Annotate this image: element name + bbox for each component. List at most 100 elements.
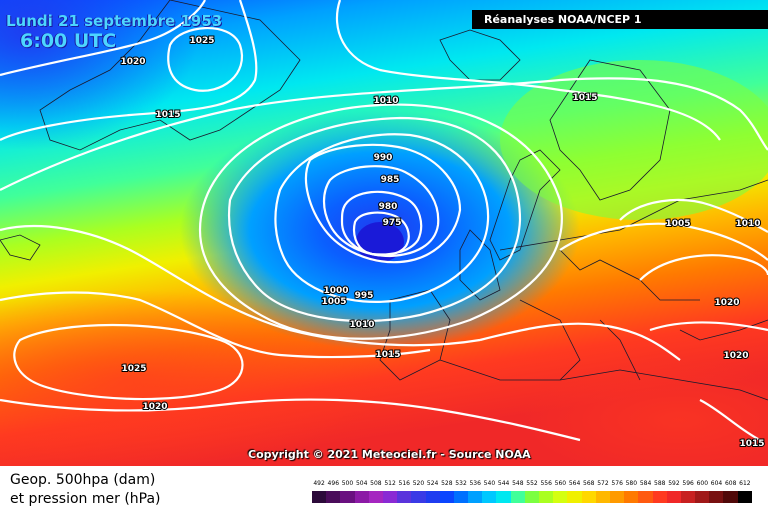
colorbar-tick-label: 500 <box>341 480 354 487</box>
isobar-label: 1000 <box>323 286 348 296</box>
colorbar-tick-label: 564 <box>568 480 581 487</box>
colorbar-tick-label: 608 <box>724 480 737 487</box>
isobar-label: 1020 <box>723 351 748 361</box>
isobar-label: 1015 <box>572 93 597 103</box>
colorbar-cell <box>652 491 667 503</box>
colorbar-cell <box>666 491 681 503</box>
isobar-label: 1015 <box>739 439 764 449</box>
legend-geopotential-label: Geop. 500hpa (dam) <box>10 472 156 488</box>
colorbar-tick-label: 588 <box>654 480 666 487</box>
colorbar-tick-label: 520 <box>412 480 425 487</box>
colorbar-cell <box>382 491 398 503</box>
isobar-label: 990 <box>374 153 393 163</box>
isobar-label: 985 <box>381 175 400 185</box>
colorbar-tick-label: 584 <box>639 480 652 487</box>
colorbar-cell <box>397 491 412 503</box>
colorbar-tick-label: 612 <box>739 480 751 487</box>
isobar-label: 1020 <box>120 57 145 67</box>
colorbar-cell <box>326 491 341 503</box>
colorbar-tick-label: 572 <box>597 480 609 487</box>
isobar-labels: 1025 1020 1015 1010 1015 990 985 980 975 1005 1010… <box>119 35 765 450</box>
colorbar-tick-label: 536 <box>469 480 481 487</box>
colorbar-tick-label: 544 <box>497 480 510 487</box>
colorbar-tick-label: 528 <box>441 480 453 487</box>
colorbar-tick-label: 600 <box>696 480 709 487</box>
colorbar-cell <box>581 491 596 503</box>
colorbar-ticks: 492 496 500 504 508 512 516 520 524 528 532 536 540 5… <box>312 480 752 490</box>
colorbar-tick-label: 580 <box>625 480 638 487</box>
colorbar-tick-label: 524 <box>426 480 439 487</box>
colorbar-tick-label: 560 <box>554 480 567 487</box>
colorbar-cell <box>624 491 639 503</box>
colorbar-cell <box>340 491 355 503</box>
colorbar-cell <box>312 491 327 503</box>
colorbar-cell <box>354 491 369 503</box>
coastlines <box>0 0 768 401</box>
colorbar-cell <box>368 491 383 503</box>
colorbar-tick-label: 512 <box>384 480 396 487</box>
map-time: 6:00 UTC <box>20 30 117 52</box>
colorbar-cell <box>524 491 539 503</box>
isobar-label: 1020 <box>142 402 167 412</box>
colorbar-cell <box>411 491 426 503</box>
colorbar-cell <box>709 491 724 503</box>
isobar-label: 1010 <box>349 320 374 330</box>
isobar-label: 1010 <box>735 219 760 229</box>
colorbar-cell <box>567 491 582 503</box>
isobar-label: 1010 <box>373 96 398 106</box>
isobar-label: 1005 <box>665 219 690 229</box>
colorbar-tick-label: 516 <box>398 480 410 487</box>
geopotential-map: 1025 1020 1015 1010 1015 990 985 980 975 1005 1010… <box>0 0 768 466</box>
azores-warm-area <box>0 290 390 466</box>
isobar-label: 995 <box>355 291 374 301</box>
south-warm-area <box>520 360 768 466</box>
legend-pressure-label: et pression mer (hPa) <box>10 491 161 507</box>
colorbar-cell <box>695 491 710 503</box>
scandinavia-field <box>500 60 768 220</box>
colorbar-tick-label: 540 <box>483 480 496 487</box>
colorbar-cell <box>453 491 469 503</box>
colorbar-cell <box>482 491 497 503</box>
colorbar-cell <box>595 491 610 503</box>
colorbar-cell <box>539 491 554 503</box>
colorbar-tick-label: 532 <box>455 480 467 487</box>
isobar-label: 1015 <box>155 110 180 120</box>
map-date: Lundi 21 septembre 1953 <box>6 12 223 30</box>
isobar-label: 1025 <box>121 364 146 374</box>
colorbar-cell <box>510 491 525 503</box>
colorbar-tick-label: 604 <box>710 480 723 487</box>
colorbar-cell <box>737 491 752 503</box>
colorbar-tick-label: 504 <box>355 480 368 487</box>
colorbar-tick-label: 592 <box>668 480 680 487</box>
isobar-label: 1025 <box>189 36 214 46</box>
colorbar-tick-label: 568 <box>583 480 595 487</box>
colorbar-tick-label: 552 <box>526 480 538 487</box>
copyright-notice: Copyright © 2021 Meteociel.fr - Source N… <box>248 448 531 461</box>
colorbar-cell <box>609 491 625 503</box>
colorbar-cell <box>553 491 568 503</box>
colorbar-tick-label: 492 <box>313 480 325 487</box>
colorbar-tick-label: 556 <box>540 480 552 487</box>
colorbar-cell <box>638 491 653 503</box>
colorbar-cell <box>468 491 483 503</box>
colorbar-cell <box>680 491 696 503</box>
isobar-label: 1020 <box>714 298 739 308</box>
colorbar-tick-label: 508 <box>370 480 382 487</box>
colorbar-cell <box>496 491 511 503</box>
colorbar-tick-label: 548 <box>512 480 524 487</box>
legend-footer <box>0 466 768 512</box>
isobars <box>0 0 768 440</box>
colorbar-tick-label: 596 <box>682 480 694 487</box>
isobar-label: 975 <box>383 218 402 228</box>
isobar-label: 1015 <box>375 350 400 360</box>
isobar-label: 1005 <box>321 297 346 307</box>
colorbar-cell <box>425 491 440 503</box>
source-banner: Réanalyses NOAA/NCEP 1 <box>472 10 768 29</box>
colorbar-cell <box>439 491 454 503</box>
colorbar <box>312 491 752 503</box>
isobar-label: 980 <box>379 202 398 212</box>
colorbar-tick-label: 496 <box>327 480 340 487</box>
colorbar-tick-label: 576 <box>611 480 623 487</box>
colorbar-cell <box>723 491 738 503</box>
